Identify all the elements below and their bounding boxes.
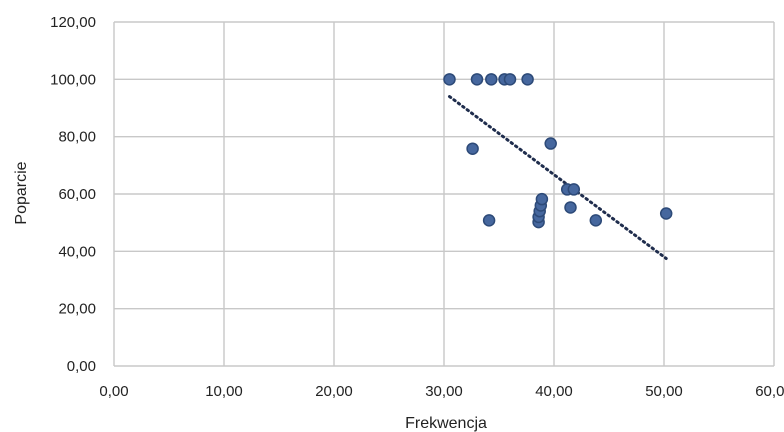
y-tick-labels: 0,00 20,00 40,00 60,00 80,00 100,00 120,00 — [50, 14, 96, 375]
x-tick-label: 40,00 — [535, 383, 573, 400]
data-point — [443, 73, 456, 86]
y-tick-label: 0,00 — [67, 358, 96, 375]
y-tick-label: 40,00 — [58, 243, 96, 260]
y-tick-label: 120,00 — [50, 14, 96, 31]
data-point — [466, 142, 479, 155]
data-point — [485, 73, 498, 86]
x-tick-label: 10,00 — [205, 383, 243, 400]
data-point — [589, 214, 603, 227]
data-point — [503, 73, 517, 86]
y-axis-title: Poparcie — [13, 161, 30, 224]
data-point — [564, 201, 577, 214]
x-axis-title: Frekwencja — [405, 415, 487, 432]
x-tick-label: 50,00 — [645, 383, 683, 400]
trendline-layer — [448, 95, 668, 260]
data-point — [482, 214, 496, 227]
data-point — [567, 183, 581, 196]
y-tick-label: 100,00 — [50, 71, 96, 88]
data-point — [470, 73, 484, 86]
data-point — [544, 137, 557, 150]
x-tick-label: 60,00 — [755, 383, 784, 400]
grid-lines — [113, 21, 775, 367]
x-tick-label: 20,00 — [315, 383, 353, 400]
data-point — [535, 192, 549, 206]
y-tick-label: 20,00 — [58, 301, 96, 318]
y-tick-label: 60,00 — [58, 186, 96, 203]
data-point — [521, 73, 534, 86]
data-point — [659, 207, 673, 220]
y-tick-label: 80,00 — [58, 129, 96, 146]
trendline — [448, 95, 668, 260]
x-tick-labels: 0,00 10,00 20,00 30,00 40,00 50,00 60,00 — [99, 383, 784, 400]
x-tick-label: 0,00 — [99, 383, 128, 400]
x-tick-label: 30,00 — [425, 383, 463, 400]
data-points — [443, 73, 673, 229]
